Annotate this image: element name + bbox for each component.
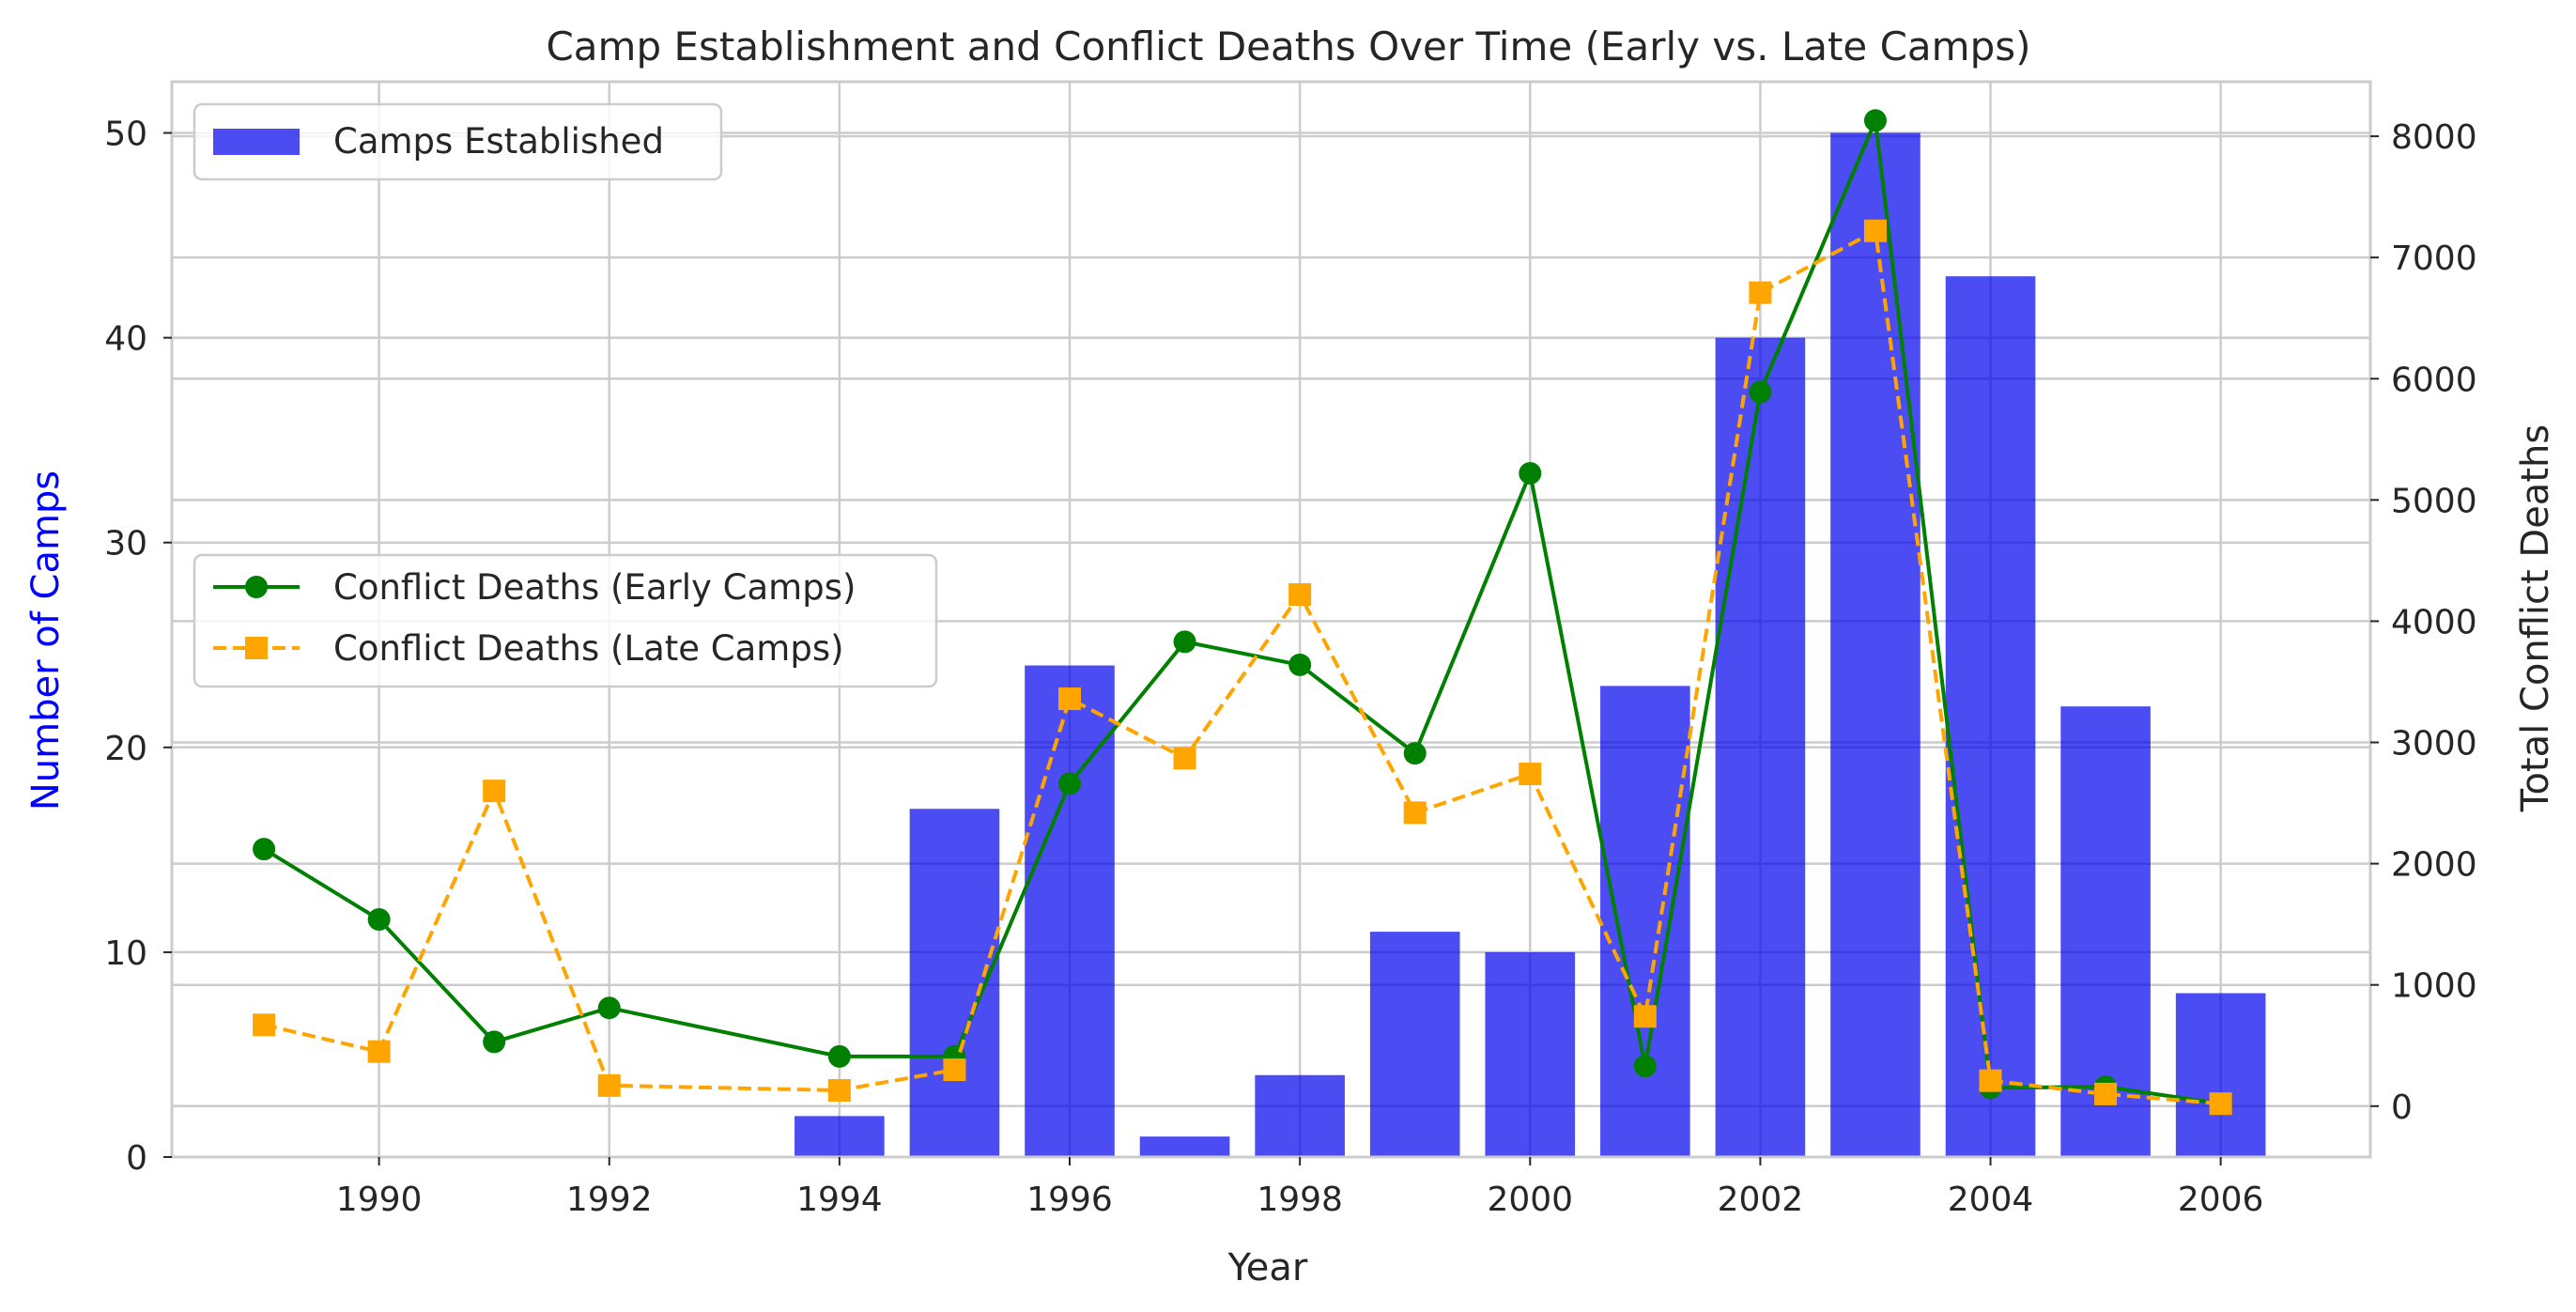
y-right-tick-label: 5000	[2391, 482, 2477, 520]
bar	[1945, 276, 2036, 1157]
legend-swatch-bars	[213, 129, 300, 155]
y-right-tick-label: 4000	[2391, 603, 2477, 641]
point-late	[1863, 219, 1887, 242]
point-early	[1749, 380, 1772, 404]
y-right-ticks: 0 1000 2000 3000 4000 5000 6000 7000 8000	[2370, 118, 2477, 1127]
point-late	[1749, 281, 1772, 304]
bar	[1600, 686, 1690, 1157]
point-late	[1403, 801, 1427, 825]
y-left-tick-label: 10	[104, 934, 147, 973]
point-early	[253, 838, 276, 861]
bar	[2175, 993, 2266, 1157]
legend-marker-early	[245, 576, 268, 598]
point-late	[827, 1079, 851, 1103]
y-left-tick-label: 40	[104, 320, 147, 359]
point-late	[1979, 1069, 2002, 1092]
y-right-tick-label: 0	[2391, 1088, 2413, 1127]
point-early	[367, 907, 391, 931]
y-left-tick-label: 20	[104, 730, 147, 768]
bars-layer	[794, 132, 2266, 1158]
x-tick-label: 1994	[796, 1181, 883, 1219]
x-tick-label: 1990	[336, 1181, 423, 1219]
y-right-tick-label: 6000	[2391, 361, 2477, 399]
bar	[1485, 951, 1576, 1157]
y-left-axis-title: Number of Camps	[24, 471, 68, 810]
legend-upper: Camps Established	[193, 102, 723, 181]
y-left-tick-label: 30	[104, 525, 147, 563]
point-early	[1633, 1055, 1657, 1078]
point-early	[483, 1030, 506, 1054]
y-left-tick-label: 0	[126, 1139, 147, 1178]
point-late	[367, 1040, 391, 1063]
x-tick-label: 1996	[1026, 1181, 1113, 1219]
x-tick-label: 2002	[1718, 1181, 1804, 1219]
legend-upper-box	[193, 102, 723, 181]
bar	[1025, 665, 1115, 1157]
legend-marker-late	[245, 637, 268, 659]
legend-lower-box	[193, 553, 938, 688]
point-early	[1288, 653, 1312, 676]
legend-label-late: Conflict Deaths (Late Camps)	[333, 628, 844, 669]
point-early	[1058, 772, 1082, 795]
point-late	[597, 1073, 621, 1097]
y-left-tick-label: 50	[104, 116, 147, 154]
x-tick-label: 2000	[1487, 1181, 1573, 1219]
legend-lower: Conflict Deaths (Early Camps) Conflict De…	[193, 553, 938, 688]
x-axis-title: Year	[1227, 1246, 1308, 1289]
y-right-tick-label: 7000	[2391, 239, 2477, 278]
bar	[1139, 1136, 1230, 1157]
lines-layer	[253, 109, 2232, 1116]
bar	[1255, 1074, 1345, 1157]
point-early	[827, 1044, 851, 1068]
point-early	[1173, 630, 1196, 654]
plot-frame	[170, 80, 2372, 1159]
bar	[1830, 132, 1920, 1157]
y-right-tick-label: 2000	[2391, 846, 2477, 885]
point-late	[483, 779, 506, 803]
y-left-ticks: 0 10 20 30 40 50	[104, 116, 172, 1178]
x-tick-label: 1992	[566, 1181, 653, 1219]
x-tick-label: 1998	[1257, 1181, 1343, 1219]
y-right-tick-label: 8000	[2391, 118, 2477, 157]
x-tick-label: 2004	[1948, 1181, 2034, 1219]
bar	[1369, 932, 1460, 1157]
point-early	[597, 996, 621, 1020]
x-tick-label: 2006	[2178, 1181, 2264, 1219]
legend-label-early: Conflict Deaths (Early Camps)	[333, 567, 856, 608]
point-late	[253, 1013, 276, 1037]
point-late	[1633, 1005, 1657, 1028]
chart-title: Camp Establishment and Conflict Deaths O…	[546, 23, 2030, 69]
y-right-tick-label: 1000	[2391, 967, 2477, 1006]
point-early	[1519, 461, 1542, 485]
point-early	[1403, 742, 1427, 765]
x-ticks: 1990 1992 1994 1996 1998 2000 2002 2004 2006	[336, 1157, 2264, 1219]
point-late	[1058, 687, 1082, 711]
bar	[794, 1116, 885, 1157]
point-late	[2209, 1092, 2232, 1116]
point-late	[1173, 747, 1196, 770]
y-right-tick-label: 3000	[2391, 725, 2477, 764]
bar	[1715, 337, 1806, 1158]
legend-label-bars: Camps Established	[333, 121, 664, 162]
y-right-axis-title: Total Conflict Deaths	[2514, 424, 2557, 812]
point-late	[1288, 583, 1312, 607]
point-late	[2094, 1082, 2118, 1105]
point-late	[943, 1058, 966, 1082]
point-late	[1519, 763, 1542, 786]
point-early	[1863, 109, 1887, 132]
